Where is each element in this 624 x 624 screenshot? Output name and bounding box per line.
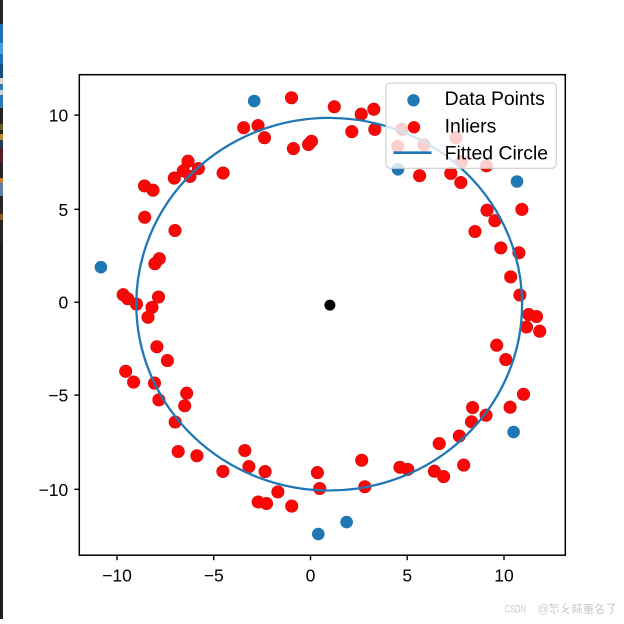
svg-text:−5: −5: [204, 566, 224, 586]
svg-text:@: @: [538, 604, 550, 616]
svg-text:−10: −10: [102, 566, 132, 586]
svg-text:−10: −10: [39, 480, 69, 500]
svg-text:5: 5: [402, 566, 412, 586]
svg-text:5: 5: [58, 200, 68, 220]
svg-text:Inliers: Inliers: [445, 115, 497, 137]
svg-text:Data Points: Data Points: [445, 88, 545, 110]
svg-text:Fitted Circle: Fitted Circle: [445, 143, 548, 165]
svg-text:−5: −5: [48, 386, 68, 406]
svg-text:0: 0: [58, 293, 68, 313]
svg-text:0: 0: [306, 566, 316, 586]
svg-text:10: 10: [494, 566, 514, 586]
svg-text:10: 10: [49, 106, 69, 126]
svg-text:CSDN: CSDN: [505, 603, 527, 615]
